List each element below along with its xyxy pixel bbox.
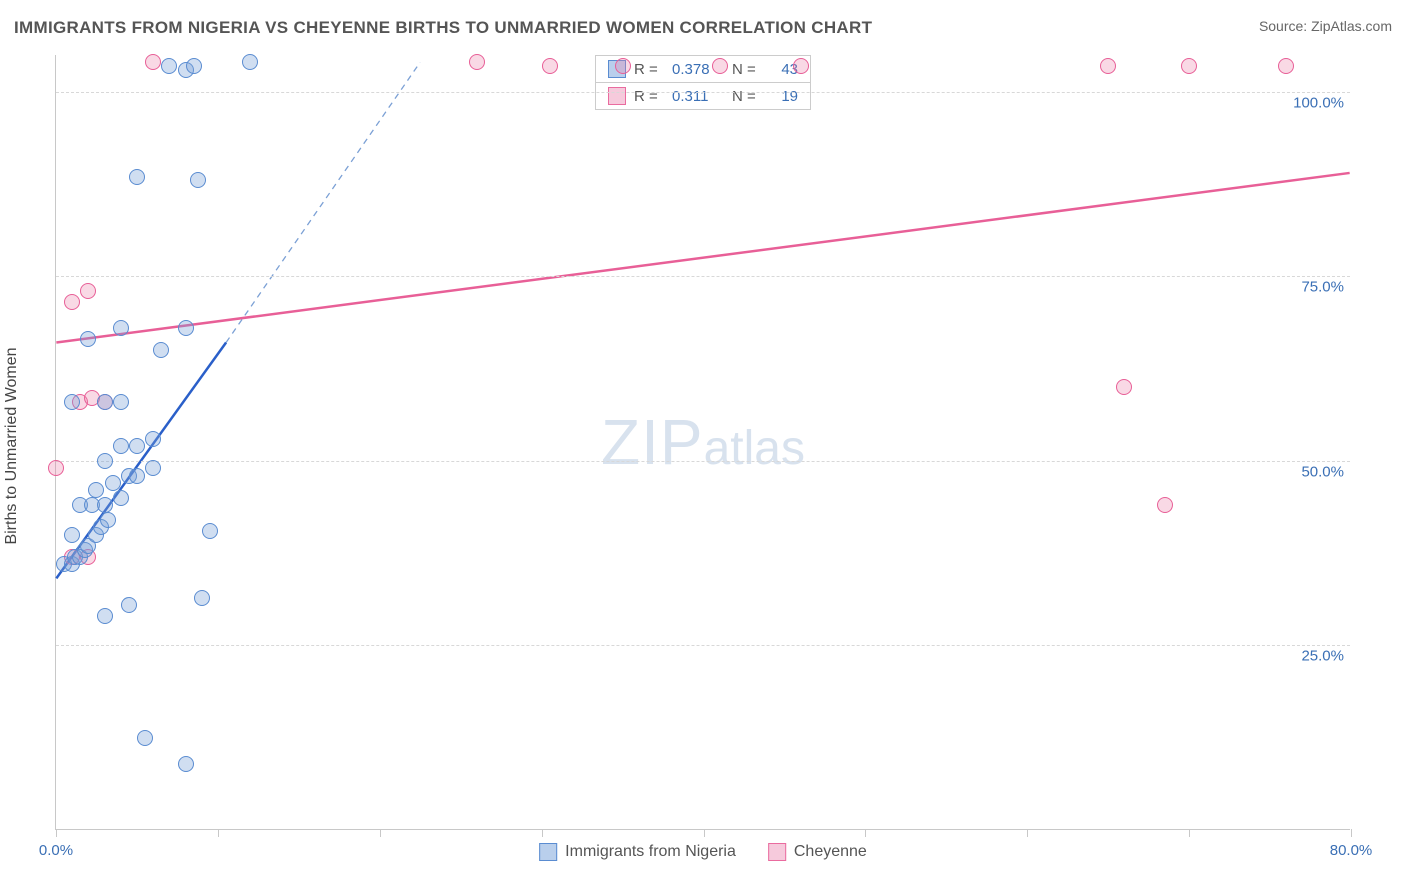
series-b-point	[1181, 58, 1197, 74]
legend-item-b: Cheyenne	[768, 843, 867, 861]
series-a-point	[100, 512, 116, 528]
series-a-point	[113, 320, 129, 336]
series-b-point	[64, 294, 80, 310]
series-a-point	[88, 482, 104, 498]
series-a-point	[178, 320, 194, 336]
n-value-b: 19	[770, 88, 798, 105]
n-label: N =	[732, 88, 762, 105]
x-tick	[218, 829, 219, 837]
series-a-point	[145, 431, 161, 447]
legend-item-a: Immigrants from Nigeria	[539, 843, 736, 861]
series-b-point	[542, 58, 558, 74]
y-tick-label: 25.0%	[1301, 626, 1344, 665]
gridline	[56, 276, 1350, 277]
series-a-point	[129, 438, 145, 454]
series-a-point	[202, 523, 218, 539]
watermark: ZIPatlas	[601, 405, 805, 479]
series-a-point	[186, 58, 202, 74]
legend-stats-row-b: R = 0.311 N = 19	[596, 82, 810, 109]
x-tick	[56, 829, 57, 837]
series-a-point	[113, 438, 129, 454]
series-b-point	[469, 54, 485, 70]
chart-title: IMMIGRANTS FROM NIGERIA VS CHEYENNE BIRT…	[14, 18, 872, 38]
x-tick	[542, 829, 543, 837]
x-tick-label: 0.0%	[39, 842, 73, 859]
series-a-point	[113, 394, 129, 410]
series-a-point	[97, 497, 113, 513]
gridline	[56, 645, 1350, 646]
x-tick	[1027, 829, 1028, 837]
series-a-point	[190, 172, 206, 188]
series-b-point	[1278, 58, 1294, 74]
y-tick-label: 100.0%	[1293, 72, 1344, 111]
trend-lines	[56, 55, 1350, 829]
series-a-point	[194, 590, 210, 606]
series-b-swatch-icon	[768, 843, 786, 861]
series-b-point	[145, 54, 161, 70]
x-tick-label: 80.0%	[1330, 842, 1373, 859]
series-b-point	[793, 58, 809, 74]
series-a-point	[145, 460, 161, 476]
series-a-point	[113, 490, 129, 506]
y-tick-label: 50.0%	[1301, 441, 1344, 480]
watermark-zip: ZIP	[601, 405, 704, 479]
series-a-swatch-icon	[539, 843, 557, 861]
n-label: N =	[732, 61, 762, 78]
series-b-point	[1157, 497, 1173, 513]
series-a-point	[121, 597, 137, 613]
series-a-point	[97, 608, 113, 624]
x-tick	[1351, 829, 1352, 837]
y-axis-label: Births to Unmarried Women	[3, 347, 21, 544]
source-label: Source: ZipAtlas.com	[1259, 18, 1392, 34]
series-a-point	[80, 331, 96, 347]
series-a-point	[64, 394, 80, 410]
series-a-point	[105, 475, 121, 491]
series-a-point	[137, 730, 153, 746]
r-value-b: 0.311	[672, 88, 724, 105]
series-a-point	[129, 468, 145, 484]
series-a-point	[64, 527, 80, 543]
series-a-point	[153, 342, 169, 358]
series-a-point	[129, 169, 145, 185]
series-a-point	[97, 394, 113, 410]
gridline	[56, 92, 1350, 93]
series-b-point	[712, 58, 728, 74]
series-b-point	[48, 460, 64, 476]
series-a-label: Immigrants from Nigeria	[565, 843, 736, 861]
series-a-point	[242, 54, 258, 70]
gridline	[56, 461, 1350, 462]
y-tick-label: 75.0%	[1301, 257, 1344, 296]
series-a-point	[97, 453, 113, 469]
title-bar: IMMIGRANTS FROM NIGERIA VS CHEYENNE BIRT…	[14, 18, 1392, 38]
series-b-point	[80, 283, 96, 299]
watermark-atlas: atlas	[704, 421, 805, 476]
series-b-point	[1116, 379, 1132, 395]
series-b-point	[1100, 58, 1116, 74]
x-tick	[1189, 829, 1190, 837]
series-a-point	[161, 58, 177, 74]
series-a-point	[178, 756, 194, 772]
series-b-label: Cheyenne	[794, 843, 867, 861]
x-tick	[704, 829, 705, 837]
series-b-swatch-icon	[608, 87, 626, 105]
r-label: R =	[634, 61, 664, 78]
legend-bottom: Immigrants from Nigeria Cheyenne	[539, 843, 867, 861]
x-tick	[865, 829, 866, 837]
series-b-point	[615, 58, 631, 74]
r-label: R =	[634, 88, 664, 105]
plot-area: ZIPatlas R = 0.378 N = 43 R = 0.311 N = …	[55, 55, 1350, 830]
x-tick	[380, 829, 381, 837]
